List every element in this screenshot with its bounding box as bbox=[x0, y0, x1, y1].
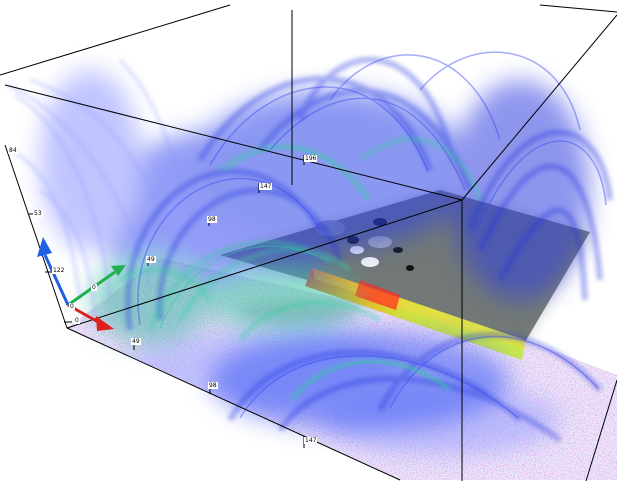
depth-tick-147: 147 bbox=[259, 183, 273, 190]
vertical-tick-53: 53 bbox=[33, 210, 43, 217]
bounding-box bbox=[0, 4, 617, 481]
field-lines-volume bbox=[7, 51, 613, 443]
depth-tick-49: 49 bbox=[146, 256, 156, 263]
front-tick-147: 147 bbox=[304, 437, 318, 444]
vertical-tick-0: 0 bbox=[69, 303, 75, 310]
front-tick-0: 0 bbox=[74, 317, 80, 324]
depth-tick-196: 196 bbox=[304, 155, 318, 162]
front-tick-98: 98 bbox=[208, 382, 218, 389]
front-tick-49: 49 bbox=[131, 338, 141, 345]
vertical-tick-122: 122 bbox=[52, 267, 66, 274]
y-axis-arrowhead[interactable] bbox=[111, 265, 126, 276]
z-axis-arrowhead[interactable] bbox=[37, 237, 52, 257]
depth-tick-98: 98 bbox=[207, 216, 217, 223]
depth-tick-0: 0 bbox=[91, 284, 97, 291]
vertical-tick-84: 84 bbox=[8, 147, 18, 154]
z-axis-arrow[interactable] bbox=[43, 254, 70, 306]
x-axis-arrowhead[interactable] bbox=[96, 316, 114, 331]
